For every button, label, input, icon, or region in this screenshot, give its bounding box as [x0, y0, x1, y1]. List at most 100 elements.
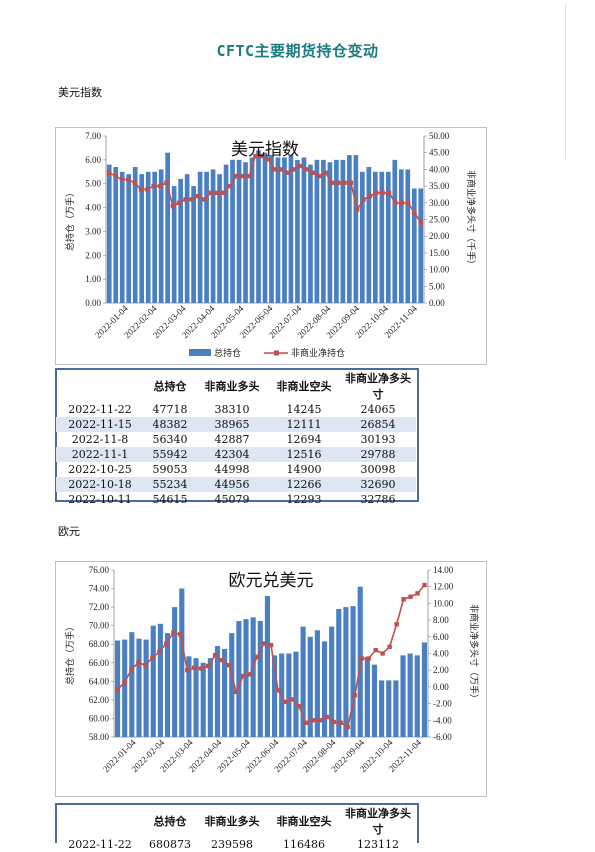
line-point	[202, 197, 207, 202]
line-point	[176, 200, 182, 205]
line-point	[335, 180, 341, 185]
line-point	[297, 163, 303, 169]
table-cell: 680873	[149, 838, 191, 851]
line-point	[303, 720, 309, 726]
table-cell: 14245	[286, 403, 322, 416]
line-point	[338, 720, 343, 726]
table-cell: 14900	[286, 463, 322, 476]
line-point	[157, 183, 163, 189]
y2-tick-label: 15.00	[429, 248, 450, 258]
bar	[398, 169, 404, 303]
bar	[364, 657, 370, 737]
bar	[179, 588, 185, 737]
bar	[262, 152, 268, 303]
bar	[171, 186, 177, 303]
y2-tick-label: 0.00	[433, 682, 449, 692]
bar	[139, 174, 145, 303]
line-point	[183, 197, 188, 202]
bar	[372, 171, 378, 303]
y2-tick-label: 10.00	[433, 598, 454, 608]
bar	[347, 155, 352, 303]
y-axis-label: 总持仓（万手）	[64, 188, 75, 251]
table-cell: 59053	[152, 463, 188, 476]
table-row: 2022-10-18 55234 44956 12266 32690	[56, 477, 416, 492]
bar	[385, 171, 391, 303]
line-point	[394, 622, 399, 627]
line-point	[374, 190, 379, 195]
line-point	[215, 190, 220, 195]
line-point	[151, 183, 156, 189]
line-point	[415, 591, 420, 596]
line-point	[387, 644, 392, 650]
line-point	[304, 167, 309, 172]
line-point	[310, 170, 315, 175]
chart-usd-index: 0.00 1.00 2.00 3.00 4.00 5.00 6.00 7.00 0.00 5.00…	[55, 127, 487, 365]
line-point	[136, 660, 141, 665]
bar	[343, 607, 349, 737]
line-point	[132, 180, 137, 185]
section-label-eur: 欧元	[58, 525, 80, 538]
y-tick-label: 7.00	[85, 131, 101, 141]
bar	[158, 169, 164, 303]
table-header-cell: 非商业多头	[204, 815, 260, 828]
y2-tick-label: 2.00	[433, 665, 449, 675]
y2-tick-label: 5.00	[429, 281, 445, 291]
bar	[334, 159, 339, 303]
bar	[400, 655, 406, 737]
bar	[157, 623, 163, 737]
line-point	[199, 666, 204, 671]
bar	[250, 617, 256, 737]
line-point	[408, 594, 413, 599]
line-point	[129, 667, 134, 672]
line-point	[291, 167, 296, 172]
table-cell: 2022-10-11	[68, 493, 132, 506]
series-line	[116, 584, 426, 729]
section-label-usd-index: 美元指数	[58, 86, 102, 99]
y2-tick-label: -2.00	[433, 699, 452, 709]
line-point	[246, 173, 252, 179]
table-cell: 2022-11-22	[68, 838, 132, 851]
line-point	[254, 654, 260, 660]
line-point	[352, 693, 357, 698]
table-cell: 29788	[340, 447, 416, 462]
y-tick-label: 66.00	[89, 658, 110, 668]
bar	[132, 167, 138, 303]
table-cell: 123112	[357, 838, 399, 851]
bar	[178, 178, 183, 303]
y2-tick-label: 12.00	[433, 582, 454, 592]
table-header-row: 总持仓 非商业多头 非商业空头 非商业净多头寸	[56, 370, 416, 402]
y-tick-label: 76.00	[89, 565, 110, 575]
line-point	[359, 656, 364, 661]
bar	[129, 632, 135, 737]
line-point	[345, 724, 350, 730]
table-row: 2022-11-15 48382 38965 12111 26854	[56, 417, 416, 432]
y2-tick-label: 40.00	[429, 164, 450, 174]
line-point	[310, 718, 316, 723]
bar	[307, 636, 313, 737]
line-point	[247, 672, 253, 677]
y-tick-label: 62.00	[89, 695, 110, 705]
y2-tick-label: 50.00	[429, 131, 450, 141]
bar	[414, 655, 420, 737]
table-header-cell: 非商业净多头寸	[345, 807, 411, 836]
bar	[200, 662, 206, 737]
table-cell: 2022-11-8	[71, 433, 129, 446]
bar	[229, 633, 235, 737]
line-point	[240, 673, 246, 679]
line-point	[355, 207, 360, 212]
table-cell: 45079	[214, 493, 250, 506]
y-tick-label: 5.00	[85, 179, 101, 189]
chart-eur-svg: 58.00 60.00 62.00 64.00 66.00 68.00 70.00 72.00…	[64, 565, 480, 774]
y2-axis-label: 非商业净多头寸（万手）	[469, 604, 480, 703]
table-cell: 2022-10-25	[68, 463, 132, 476]
bar	[191, 186, 196, 303]
table-usd-index-frame	[55, 368, 419, 502]
bar	[379, 680, 385, 737]
table-cell: 2022-11-15	[56, 417, 144, 432]
bar	[321, 641, 328, 737]
line-point	[113, 173, 118, 179]
table-cell: 47718	[152, 403, 188, 416]
table-cell: 38965	[196, 417, 268, 432]
line-point	[126, 177, 131, 182]
bar	[336, 608, 342, 737]
